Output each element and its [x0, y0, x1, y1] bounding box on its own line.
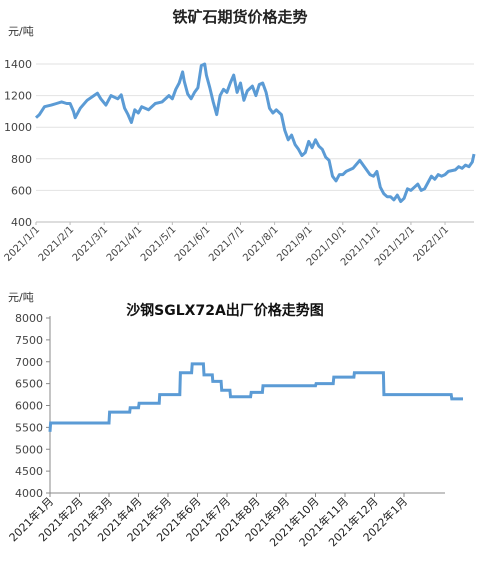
y-tick-label: 1400	[4, 58, 32, 71]
series-line	[34, 62, 476, 203]
chart-title: 沙钢SGLX72A出厂价格走势图	[126, 302, 324, 319]
x-tick-label: 2021/4/1	[105, 224, 145, 264]
x-tick-label: 2021/5/1	[139, 224, 179, 264]
x-axis-ticks: 2021年1月2021年2月2021年3月2021年4月2021年5月2021年…	[6, 493, 410, 549]
x-tick-label: 2021/6/1	[173, 224, 213, 264]
x-tick-label: 2021/7/1	[207, 224, 247, 264]
x-tick-label: 2021/1/1	[3, 224, 43, 264]
y-axis-ticks: 8000 7500 7000 6500 6000 5500 5000 4500 4000	[15, 312, 50, 500]
y-tick-label: 1200	[4, 90, 32, 103]
y-axis-ticks: 1400 1200 1000 800 600 400	[4, 58, 32, 229]
iron-ore-chart: 铁矿石期货价格走势 元/吨 1400 1200 1000 800 600 400 2021…	[3, 8, 476, 268]
y-tick-label: 4000	[15, 487, 43, 500]
gridlines	[36, 63, 474, 223]
y-tick-label: 8000	[15, 312, 43, 325]
y-tick-label: 5000	[15, 443, 43, 456]
steel-price-chart: 元/吨 沙钢SGLX72A出厂价格走势图 8000 7500 7000 6500 600…	[6, 291, 463, 549]
x-axis-ticks: 2021/1/12021/2/12021/3/12021/4/12021/5/1…	[3, 222, 452, 268]
y-tick-label: 800	[11, 153, 32, 166]
y-tick-label: 7500	[15, 334, 43, 347]
chart-title: 铁矿石期货价格走势	[172, 8, 307, 26]
x-tick-label: 2021/3/1	[71, 224, 111, 264]
y-tick-label: 6000	[15, 400, 43, 413]
x-tick-label: 2021/8/1	[241, 224, 281, 264]
y-tick-label: 4500	[15, 465, 43, 478]
y-unit-label: 元/吨	[8, 25, 34, 38]
y-tick-label: 400	[11, 216, 32, 229]
y-tick-label: 6500	[15, 378, 43, 391]
series-line	[48, 362, 463, 432]
y-tick-label: 1000	[4, 121, 32, 134]
x-tick-label: 2021/2/1	[37, 224, 77, 264]
y-tick-label: 600	[11, 184, 32, 197]
x-tick-label: 2022/1/1	[412, 224, 452, 264]
y-tick-label: 5500	[15, 421, 43, 434]
y-tick-label: 7000	[15, 356, 43, 369]
y-unit-label: 元/吨	[8, 291, 34, 304]
